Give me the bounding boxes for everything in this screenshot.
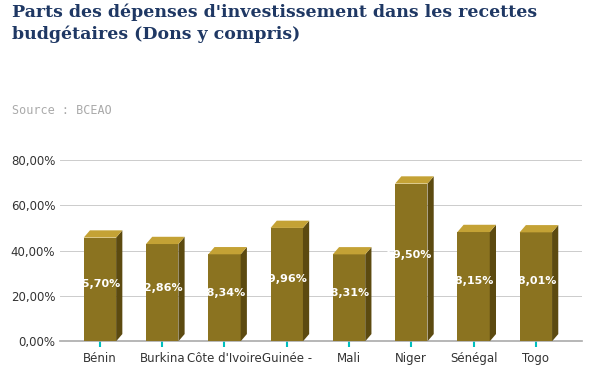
Text: 69,50%: 69,50%	[386, 250, 432, 260]
Text: 38,31%: 38,31%	[323, 289, 370, 299]
Bar	[520, 232, 552, 341]
Polygon shape	[427, 176, 434, 341]
Polygon shape	[84, 230, 122, 237]
Text: 48,01%: 48,01%	[510, 276, 557, 286]
Polygon shape	[146, 237, 185, 244]
Bar	[333, 255, 365, 341]
Bar	[395, 184, 427, 341]
Text: 38,34%: 38,34%	[199, 289, 245, 298]
Polygon shape	[241, 247, 247, 341]
Polygon shape	[395, 176, 434, 184]
Polygon shape	[333, 247, 371, 255]
Bar	[208, 254, 241, 341]
Text: 48,15%: 48,15%	[448, 276, 494, 286]
Polygon shape	[178, 237, 185, 341]
Polygon shape	[520, 225, 558, 232]
Polygon shape	[490, 225, 496, 341]
Text: 42,86%: 42,86%	[136, 283, 183, 293]
Bar	[146, 244, 178, 341]
Polygon shape	[208, 247, 247, 254]
Polygon shape	[116, 230, 122, 341]
Polygon shape	[457, 225, 496, 232]
Polygon shape	[271, 221, 309, 228]
Text: Source : BCEAO: Source : BCEAO	[12, 104, 112, 117]
Text: 49,96%: 49,96%	[261, 274, 308, 284]
Bar	[84, 237, 116, 341]
Text: 45,70%: 45,70%	[74, 279, 121, 289]
Text: Parts des dépenses d'investissement dans les recettes
budgétaires (Dons y compri: Parts des dépenses d'investissement dans…	[12, 4, 537, 43]
Bar	[457, 232, 490, 341]
Bar	[271, 228, 303, 341]
Polygon shape	[552, 225, 558, 341]
Polygon shape	[365, 247, 371, 341]
Polygon shape	[303, 221, 309, 341]
